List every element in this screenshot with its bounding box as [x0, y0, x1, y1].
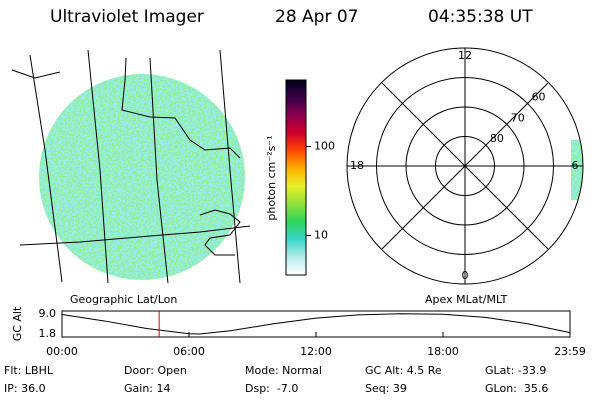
lat-ring — [435, 136, 495, 196]
colorbar-tick-label: 10 — [314, 229, 328, 242]
info-field: IP: 36.0 — [4, 382, 46, 395]
info-field: Gain: 14 — [124, 382, 171, 395]
x-tick-label: 00:00 — [46, 345, 78, 358]
y-tick-label: 9.0 — [39, 307, 57, 320]
colorbar — [285, 79, 307, 276]
info-field: Seq: 39 — [365, 382, 407, 395]
aurora-image — [39, 74, 245, 280]
polar-spokes — [347, 48, 583, 284]
info-field: GLon: 35.6 — [485, 382, 548, 395]
image-title: Geographic Lat/Lon — [70, 293, 177, 306]
lat-ring — [405, 106, 525, 226]
altitude-label: GC Alt — [11, 306, 24, 341]
instrument-title: Ultraviolet Imager — [50, 7, 204, 27]
lat-label: 70 — [511, 111, 525, 124]
polar-title: Apex MLat/MLT — [425, 293, 508, 306]
polar-plot — [347, 48, 583, 284]
info-field: GC Alt: 4.5 Re — [365, 364, 442, 377]
x-tick-label: 06:00 — [173, 345, 205, 358]
info-field: Dsp: -7.0 — [245, 382, 298, 395]
colorbar-label: photon cm⁻²s⁻¹ — [265, 135, 278, 220]
mlt-label: 12 — [458, 49, 472, 62]
x-tick-label: 12:00 — [300, 345, 332, 358]
uv-image — [11, 49, 251, 284]
geo-grid — [11, 49, 251, 284]
x-tick-label: 18:00 — [427, 345, 459, 358]
date: 28 Apr 07 — [275, 7, 358, 27]
mlt-label: 6 — [572, 159, 579, 172]
lat-label: 60 — [532, 90, 546, 103]
info-field: GLat: -33.9 — [485, 364, 546, 377]
mlt-label: 18 — [350, 159, 364, 172]
colorbar-tick-label: 100 — [314, 140, 335, 153]
altitude-curve — [61, 313, 571, 335]
info-field: Door: Open — [124, 364, 187, 377]
lat-ring — [376, 77, 554, 255]
polar-boundary — [346, 47, 584, 285]
time: 04:35:38 UT — [428, 7, 533, 27]
lat-label: 80 — [490, 132, 504, 145]
info-field: Flt: LBHL — [4, 364, 54, 377]
y-tick-label: 1.8 — [39, 327, 57, 340]
mlt-label: 0 — [462, 269, 469, 282]
x-tick-label: 23:59 — [554, 345, 586, 358]
info-field: Mode: Normal — [245, 364, 322, 377]
